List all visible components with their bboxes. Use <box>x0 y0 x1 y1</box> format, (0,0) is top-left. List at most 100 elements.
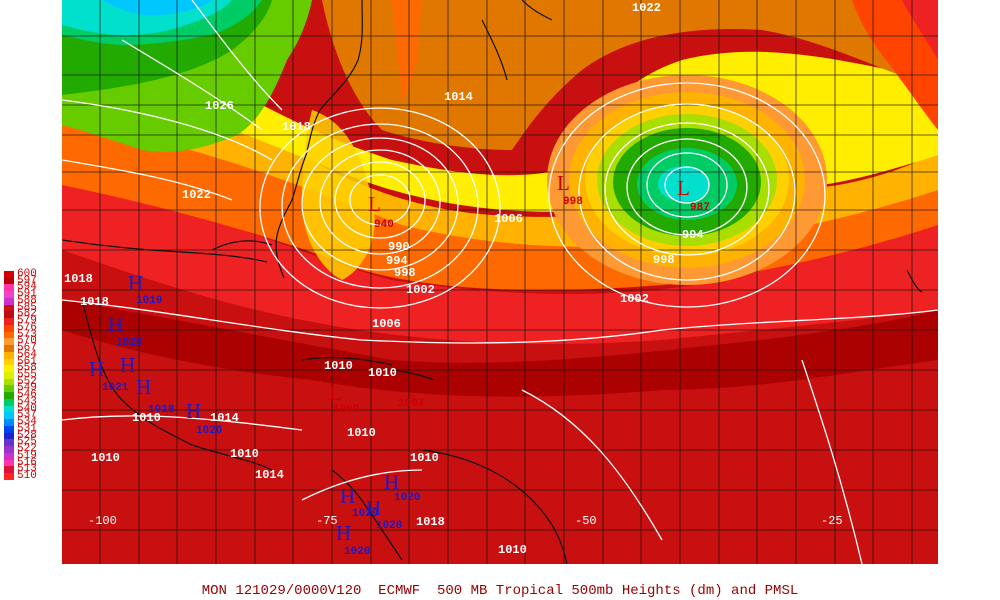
isobar-label: 1018 <box>64 272 93 286</box>
height-field-573 <box>852 0 938 130</box>
legend-swatch <box>4 271 14 278</box>
low-center-value: 998 <box>563 196 583 208</box>
isobar-label: 1006 <box>372 317 401 331</box>
isobar-label: 1014 <box>210 411 239 425</box>
legend-label: 561 <box>17 355 37 368</box>
legend-swatch <box>4 466 14 474</box>
legend-swatch <box>4 432 14 440</box>
isobar-label: 1018 <box>80 295 109 309</box>
isobar-label: 1010 <box>230 447 259 461</box>
legend-label: 546 <box>17 389 37 402</box>
legend-swatch <box>4 311 14 319</box>
isobar-label: 1018 <box>282 120 311 134</box>
low-center-value: 940 <box>374 219 394 231</box>
legend-row: 591 <box>4 289 44 300</box>
isobar-label: 1002 <box>406 283 435 297</box>
low-center-value: 987 <box>690 202 710 214</box>
isobar-label: 998 <box>653 253 675 267</box>
legend-label: 567 <box>17 342 37 355</box>
isobar-label: 1026 <box>205 99 234 113</box>
legend-swatch <box>4 473 14 480</box>
isobar-lines <box>62 0 938 564</box>
legend-row: 522 <box>4 444 44 455</box>
high-center-value: 1020 <box>376 520 402 532</box>
legend-label: 537 <box>17 409 37 422</box>
isobar-label: 1010 <box>132 411 161 425</box>
legend-swatch <box>4 291 14 298</box>
low-center-value: 1009 <box>333 404 359 416</box>
legend-row: 588 <box>4 294 44 307</box>
legend-label: 579 <box>17 315 37 328</box>
legend-row: 552 <box>4 375 44 388</box>
trough-yellow <box>302 110 375 280</box>
longitude-label: -50 <box>575 514 597 528</box>
color-scale-legend: 600 597 594 591 588 585 582 579 576 573 570 567 564 5… <box>4 268 44 482</box>
low-center-symbol: L <box>329 381 342 405</box>
height-field-537 <box>102 0 212 16</box>
legend-row: 531 <box>4 422 44 435</box>
low-ring-540 <box>658 166 710 202</box>
isobar-label: 1010 <box>324 359 353 373</box>
weather-map: 1022 1026 1018 1014 1022 1006 990 994 99… <box>62 0 938 564</box>
legend-label: 525 <box>17 436 37 449</box>
low-center-symbol: L <box>368 192 381 216</box>
legend-label: 513 <box>17 463 37 476</box>
low-center-value: 1007 <box>398 398 424 410</box>
legend-label: 588 <box>17 294 37 307</box>
isobar-labels: 1022 1026 1018 1014 1022 1006 990 994 99… <box>64 1 704 557</box>
legend-swatch <box>4 385 14 393</box>
legend-swatch <box>4 452 14 460</box>
high-center-symbol: H <box>108 312 123 336</box>
legend-row: 597 <box>4 275 44 286</box>
legend-row: 510 <box>4 471 44 482</box>
map-title-bar: MON 121029/0000V120 ECMWF 500 MB Tropica… <box>201 583 799 599</box>
legend-row: 579 <box>4 315 44 328</box>
legend-row: 537 <box>4 409 44 422</box>
legend-label: 531 <box>17 422 37 435</box>
legend-row: 585 <box>4 302 44 313</box>
legend-swatch <box>4 378 14 386</box>
low-center-symbol: L <box>677 176 690 200</box>
high-center-symbol: H <box>136 375 151 399</box>
legend-row: 561 <box>4 355 44 368</box>
legend-label: 600 <box>17 268 37 280</box>
legend-row: 543 <box>4 396 44 407</box>
legend-row: 564 <box>4 349 44 360</box>
legend-swatch <box>4 351 14 359</box>
legend-swatch <box>4 419 14 426</box>
legend-row: 525 <box>4 436 44 449</box>
high-center-value: 1018 <box>148 404 175 416</box>
high-center-value: 1020 <box>394 492 420 504</box>
high-center-value: 1021 <box>102 382 129 394</box>
longitude-labels: -100 -75 -50 -25 <box>88 514 843 528</box>
isobar-label: 1010 <box>368 366 397 380</box>
legend-swatch <box>4 324 14 332</box>
isobar-label: 1010 <box>410 451 439 465</box>
legend-row: 555 <box>4 370 44 381</box>
legend-swatch <box>4 304 14 312</box>
legend-label: 576 <box>17 321 37 334</box>
high-center-symbol: H <box>128 271 143 295</box>
isobar-label: 1014 <box>255 468 284 482</box>
legend-swatch <box>4 439 14 447</box>
legend-swatch <box>4 318 14 325</box>
high-center-symbol: H <box>340 484 355 508</box>
high-center-symbol: H <box>186 399 201 423</box>
legend-row: 567 <box>4 342 44 355</box>
legend-label: 528 <box>17 429 37 442</box>
legend-swatch <box>4 284 14 292</box>
legend-row: 573 <box>4 329 44 340</box>
height-field-576b <box>902 0 938 60</box>
legend-swatch <box>4 277 14 285</box>
legend-swatch <box>4 459 14 467</box>
legend-swatch <box>4 331 14 339</box>
legend-label: 558 <box>17 362 37 375</box>
isobar-label: 1018 <box>416 515 445 529</box>
legend-label: 519 <box>17 449 37 462</box>
legend-row: 570 <box>4 336 44 347</box>
legend-row: 576 <box>4 321 44 334</box>
legend-swatch <box>4 398 14 406</box>
legend-row: 546 <box>4 389 44 402</box>
legend-label: 552 <box>17 375 37 388</box>
legend-row: 534 <box>4 417 44 428</box>
